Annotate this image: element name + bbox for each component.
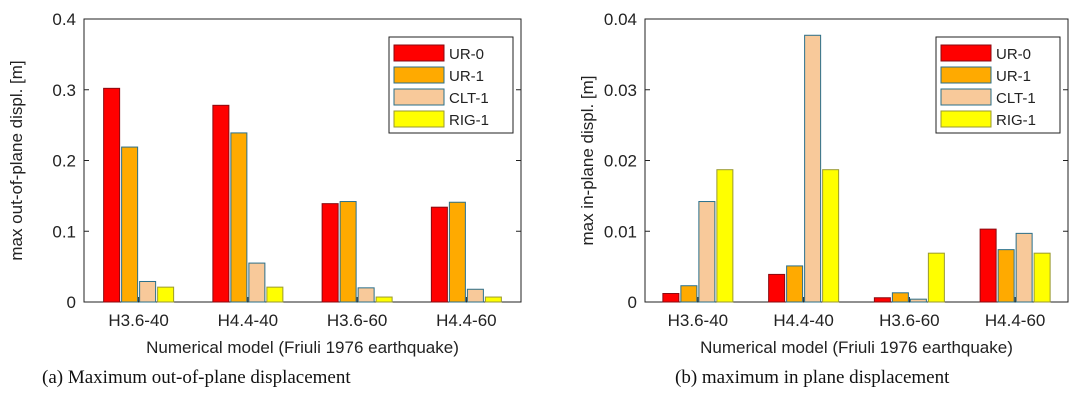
bar-rig-1 [484, 296, 502, 303]
bar-clt-1 [698, 201, 716, 303]
y-tick-label: 0.02 [604, 152, 637, 171]
chart-in-plane: 0 0.01 0.02 0.03 0.04 H3.6-40 H4.4-40 H3.6-60 H4… [578, 10, 1069, 357]
y-tick-label: 0.04 [604, 10, 637, 29]
bar-rig-1 [1033, 252, 1051, 303]
bar-ur-0 [103, 87, 121, 303]
y-tick-label: 0.2 [52, 152, 76, 171]
chart-panel-out-of-plane: 0 0.1 0.2 0.3 0.4 H3.6-40 H4.4-40 H3.6-60 H4.4-6… [0, 0, 541, 396]
legend-swatch-rig-1 [393, 110, 445, 128]
x-axis-label: Numerical model (Friuli 1976 earthquake) [146, 338, 459, 357]
bar-ur-1 [680, 285, 698, 303]
legend-swatch-ur-0 [940, 44, 992, 62]
bar-ur-0 [430, 206, 448, 303]
bar-rig-1 [157, 286, 175, 303]
caption-out-of-plane: (a) Maximum out-of-plane displacement [42, 367, 351, 388]
legend-label: CLT-1 [449, 90, 489, 107]
legend-swatch-clt-1 [940, 88, 992, 106]
x-tick-label: H4.4-60 [436, 311, 496, 330]
legend-label: UR-0 [449, 46, 484, 63]
bar-clt-1 [909, 298, 927, 303]
bar-ur-0 [979, 228, 997, 303]
legend-swatch-ur-1 [940, 66, 992, 84]
bar-rig-1 [716, 169, 734, 303]
bar-ur-0 [212, 104, 230, 303]
legend-swatch-ur-0 [393, 44, 445, 62]
y-tick-label: 0.01 [604, 222, 637, 241]
bar-rig-1 [375, 296, 393, 303]
legend-swatch-ur-1 [393, 66, 445, 84]
y-axis-label: max out-of-plane displ. [m] [7, 60, 26, 260]
bar-ur-1 [448, 201, 466, 303]
caption-in-plane: (b) maximum in plane displacement [675, 367, 950, 388]
bar-clt-1 [139, 280, 157, 303]
bar-clt-1 [804, 34, 822, 303]
bar-ur-1 [786, 265, 804, 303]
x-tick-label: H3.6-60 [879, 311, 939, 330]
legend-swatch-clt-1 [393, 88, 445, 106]
legend-label: RIG-1 [449, 112, 489, 129]
y-tick-label: 0 [628, 293, 637, 312]
x-tick-label: H4.4-60 [985, 311, 1045, 330]
y-axis-label: max in-plane displ. [m] [578, 75, 597, 245]
x-tick-label: H4.4-40 [218, 311, 278, 330]
legend-label: UR-1 [996, 68, 1031, 85]
x-axis-label: Numerical model (Friuli 1976 earthquake) [700, 338, 1013, 357]
bar-clt-1 [357, 287, 375, 303]
bar-ur-1 [891, 292, 909, 303]
x-tick-label: H4.4-40 [773, 311, 833, 330]
y-tick-label: 0 [67, 293, 76, 312]
y-tick-label: 0.3 [52, 81, 76, 100]
bar-ur-1 [121, 146, 139, 303]
y-tick-label: 0.1 [52, 222, 76, 241]
bar-clt-1 [248, 262, 266, 303]
x-tick-label: H3.6-40 [668, 311, 728, 330]
legend-label: CLT-1 [996, 90, 1036, 107]
bar-ur-0 [873, 297, 891, 303]
bar-ur-1 [230, 132, 248, 303]
bar-ur-1 [339, 201, 357, 303]
y-tick-label: 0.4 [52, 10, 76, 29]
bar-rig-1 [822, 169, 840, 303]
bar-clt-1 [466, 288, 484, 303]
bar-ur-0 [321, 203, 339, 303]
legend-label: RIG-1 [996, 112, 1036, 129]
legend-swatch-rig-1 [940, 110, 992, 128]
legend-label: UR-1 [449, 68, 484, 85]
legend-label: UR-0 [996, 46, 1031, 63]
bar-rig-1 [266, 286, 284, 303]
y-tick-label: 0.03 [604, 81, 637, 100]
x-tick-label: H3.6-60 [327, 311, 387, 330]
chart-out-of-plane: 0 0.1 0.2 0.3 0.4 H3.6-40 H4.4-40 H3.6-60 H4.4-6… [7, 10, 522, 357]
bar-ur-0 [768, 273, 786, 303]
chart-panel-in-plane: 0 0.01 0.02 0.03 0.04 H3.6-40 H4.4-40 H3.6-60 H4… [541, 0, 1082, 396]
bar-clt-1 [1015, 232, 1033, 303]
x-tick-label: H3.6-40 [108, 311, 168, 330]
bar-ur-1 [997, 249, 1015, 303]
bar-ur-0 [662, 293, 680, 303]
bar-rig-1 [927, 252, 945, 303]
